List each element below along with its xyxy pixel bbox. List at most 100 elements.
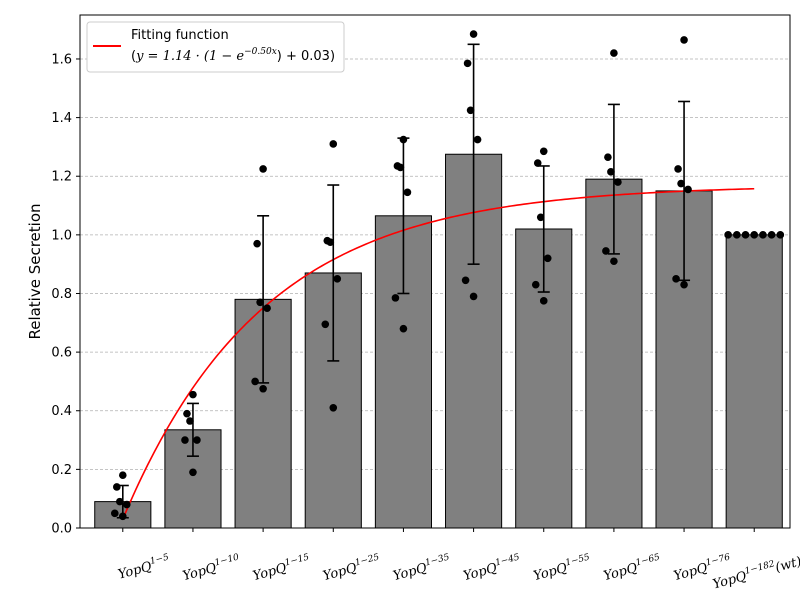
x-tick-label-sup: 1−35: [424, 552, 451, 568]
legend-label-fit: Fitting function: [131, 28, 229, 43]
data-point: [610, 49, 618, 57]
data-point: [741, 231, 750, 239]
data-point: [672, 275, 680, 283]
data-point: [684, 185, 692, 194]
x-tick-label: YopQ1−25: [321, 552, 383, 584]
x-tick-label-suffix: (wt): [774, 554, 800, 575]
data-point: [466, 106, 475, 115]
data-point: [321, 320, 330, 329]
data-point: [253, 239, 261, 248]
y-tick-label: 0.6: [51, 346, 72, 361]
data-point: [469, 292, 478, 301]
y-tick-label: 1.6: [51, 52, 72, 67]
x-tick-label: YopQ1−65: [602, 552, 664, 584]
x-tick-label: YopQ1−15: [251, 552, 313, 584]
y-tick-label: 1.0: [51, 228, 72, 243]
data-point: [189, 468, 197, 477]
data-point: [399, 135, 408, 144]
x-tick-label-base: YopQ: [321, 561, 358, 584]
data-point: [329, 404, 338, 412]
data-point: [604, 153, 612, 161]
legend-formula: (y = 1.14 · (1 − e−0.50x) + 0.03): [131, 47, 335, 64]
data-point: [329, 140, 338, 148]
legend-box: [86, 21, 345, 73]
data-point: [118, 471, 127, 480]
legend: Fitting function (y = 1.14 · (1 − e−0.50…: [86, 21, 345, 73]
fit-curve: [122, 187, 755, 520]
x-tick-label-base: YopQ: [251, 561, 288, 584]
data-point: [256, 298, 264, 307]
error-bars: [116, 43, 691, 519]
x-tick-label: YopQ1−10: [181, 552, 243, 584]
data-point: [396, 163, 405, 172]
x-tick-label-sup: 1−10: [214, 552, 241, 568]
x-tick-label-sup: 1−5: [149, 552, 170, 567]
data-point: [259, 384, 267, 393]
data-point: [473, 135, 482, 144]
x-tick-label-sup: 1−76: [705, 552, 732, 568]
data-points: [110, 30, 785, 521]
data-point: [181, 436, 189, 444]
data-point: [539, 147, 548, 156]
data-point: [469, 30, 478, 38]
y-tick-label: 0.8: [51, 287, 72, 302]
x-tick-label-sup: 1−25: [354, 552, 381, 568]
data-point: [677, 179, 685, 188]
data-point: [122, 500, 131, 509]
data-point: [118, 512, 127, 521]
data-point: [602, 247, 610, 255]
x-tick-label-base: YopQ: [462, 561, 499, 584]
data-point: [750, 231, 759, 239]
x-tick-label-base: YopQ: [532, 561, 569, 584]
x-tick-label: YopQ1−5: [116, 552, 172, 582]
x-ticks: YopQ1−5YopQ1−10YopQ1−15YopQ1−25YopQ1−35Y…: [116, 528, 800, 592]
data-point: [536, 213, 545, 222]
x-tick-label-sup: 1−55: [564, 552, 591, 568]
y-ticks: 0.0 0.2 0.4 0.6 0.8 1.0 1.2 1.4 1.6: [51, 52, 80, 537]
data-point: [614, 178, 622, 186]
y-tick-label: 0.0: [51, 522, 72, 537]
data-point: [110, 509, 119, 518]
data-point: [680, 36, 688, 44]
data-point: [724, 231, 732, 239]
legend-formula-prefix: (: [131, 49, 136, 64]
data-point: [759, 231, 767, 239]
y-tick-label: 0.4: [51, 404, 72, 419]
data-point: [680, 280, 688, 289]
data-point: [610, 257, 618, 266]
x-tick-label-base: YopQ: [672, 561, 709, 584]
y-tick-label: 0.2: [51, 463, 72, 478]
data-point: [403, 188, 412, 197]
data-point: [533, 159, 542, 167]
x-tick-label-sup: 1−182: [744, 559, 776, 577]
data-point: [543, 254, 552, 263]
data-point: [186, 417, 194, 425]
x-tick-label-sup: 1−65: [635, 552, 662, 568]
data-point: [391, 294, 400, 302]
data-point: [115, 497, 124, 506]
data-point: [193, 436, 201, 444]
x-tick-label-base: YopQ: [181, 561, 218, 584]
y-tick-label: 1.2: [51, 170, 72, 185]
data-point: [251, 377, 259, 386]
x-tick-label: YopQ1−55: [531, 552, 593, 584]
legend-formula-math: y = 1.14 · (1 − e: [135, 49, 244, 64]
x-tick-label-base: YopQ: [392, 561, 429, 584]
data-point: [674, 165, 682, 173]
data-point: [183, 409, 191, 418]
fit-curve-group: [122, 187, 755, 520]
data-point: [539, 297, 548, 305]
y-axis-label: Relative Secretion: [26, 203, 44, 339]
legend-formula-exponent: −0.50x: [244, 47, 277, 57]
x-tick-label-base: YopQ: [711, 569, 748, 592]
data-point: [112, 483, 121, 491]
x-tick-label: YopQ1−35: [391, 552, 453, 584]
x-tick-label: YopQ1−45: [461, 552, 523, 584]
bars: [94, 153, 783, 529]
data-point: [531, 280, 540, 289]
data-point: [607, 168, 615, 176]
data-point: [733, 231, 741, 239]
data-point: [463, 59, 472, 68]
x-tick-label-sup: 1−15: [284, 552, 311, 568]
